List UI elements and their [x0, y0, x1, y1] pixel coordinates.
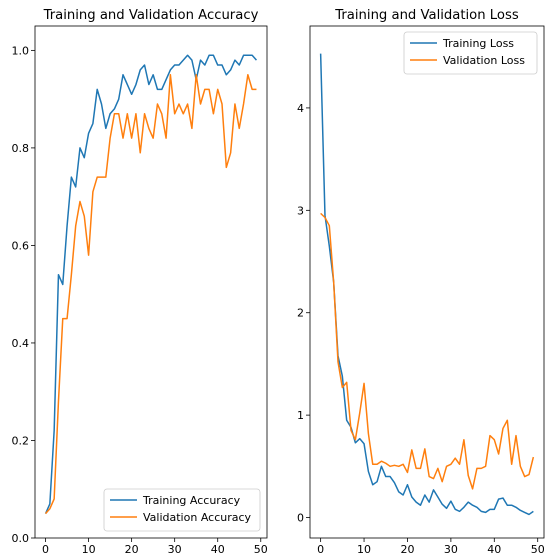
x-tick-label: 30 [444, 543, 458, 554]
x-tick-label: 20 [400, 543, 414, 554]
y-tick-label: 0 [297, 512, 304, 525]
x-tick-label: 20 [125, 543, 139, 554]
series-line-1 [319, 53, 534, 516]
x-tick-label: 10 [357, 543, 371, 554]
y-tick-label: 3 [297, 204, 304, 217]
legend: Training Loss Validation Loss [403, 31, 538, 75]
y-tick-label: 0.2 [12, 434, 30, 447]
y-tick-label: 0.0 [12, 532, 30, 545]
x-tick-label: 50 [254, 543, 268, 554]
legend-label-2: Validation Accuracy [143, 511, 252, 524]
y-tick-label: 0.8 [12, 142, 30, 155]
y-tick-label: 4 [297, 102, 304, 115]
x-tick-label: 10 [82, 543, 96, 554]
chart-title: Training and Validation Loss [334, 8, 519, 23]
plot-frame [34, 25, 268, 539]
chart-1: Training and Validation Accuracy 0 10 20 30 4… [12, 8, 268, 554]
chart-title: Training and Validation Accuracy [43, 8, 259, 23]
legend-box [103, 488, 261, 532]
y-tick-label: 1 [297, 409, 304, 422]
y-tick-label: 2 [297, 307, 304, 320]
x-tick-label: 40 [487, 543, 501, 554]
plot-frame [309, 25, 545, 539]
legend: Training Accuracy Validation Accuracy [103, 488, 261, 532]
chart-2: Training and Validation Loss 0 10 20 30 40 50 0… [297, 8, 545, 554]
legend-label-1: Training Loss [442, 37, 514, 50]
y-tick-label: 1.0 [12, 44, 30, 57]
x-tick-label: 30 [168, 543, 182, 554]
series-line-2 [44, 74, 257, 515]
series-line-2 [320, 212, 535, 490]
x-tick-label: 50 [531, 543, 545, 554]
x-tick-label: 0 [317, 543, 324, 554]
y-tick-label: 0.4 [12, 337, 30, 350]
legend-box [403, 31, 538, 75]
x-tick-label: 0 [42, 543, 49, 554]
x-tick-label: 40 [211, 543, 225, 554]
legend-label-2: Validation Loss [443, 54, 525, 67]
legend-label-1: Training Accuracy [142, 494, 241, 507]
series-line-1 [44, 54, 258, 514]
y-tick-label: 0.6 [12, 239, 30, 252]
